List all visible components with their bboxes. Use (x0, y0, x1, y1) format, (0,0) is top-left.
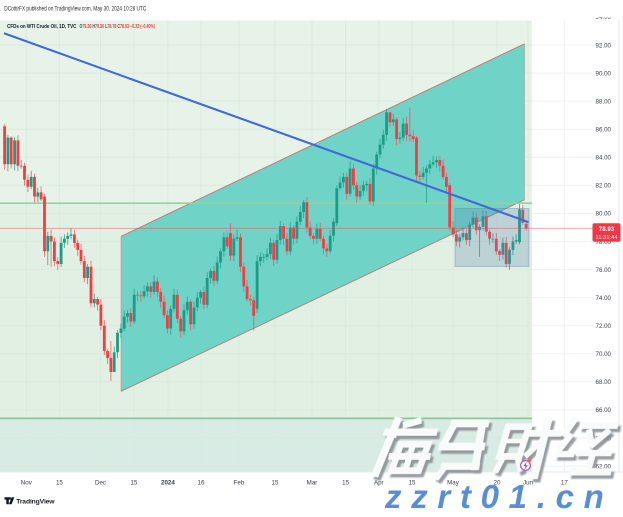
svg-text:78.00: 78.00 (596, 239, 612, 246)
svg-text:CFDs on WTI Crude Oil, 1D, TVC: CFDs on WTI Crude Oil, 1D, TVC (7, 24, 77, 30)
svg-text:15: 15 (342, 480, 349, 487)
svg-text:82.00: 82.00 (596, 183, 612, 190)
svg-text:16: 16 (198, 480, 205, 487)
svg-text:74.00: 74.00 (596, 295, 612, 302)
svg-text:15: 15 (56, 480, 63, 487)
svg-text:70.00: 70.00 (596, 351, 612, 358)
svg-text:66.00: 66.00 (596, 407, 612, 414)
svg-text:Jun: Jun (523, 480, 534, 487)
svg-text:86.00: 86.00 (596, 127, 612, 134)
svg-text:11:31:44: 11:31:44 (595, 235, 618, 241)
svg-text:DCottirFX published on Trading: DCottirFX published on TradingView.com, … (4, 6, 146, 13)
svg-text:O79.26 H79.36 L78.78 C78.93 −0: O79.26 H79.36 L78.78 C78.93 −0.32 (−0.40… (80, 24, 156, 30)
svg-text:88.00: 88.00 (596, 98, 612, 105)
svg-text:2024: 2024 (161, 480, 175, 487)
svg-text:Nov: Nov (21, 480, 33, 487)
svg-text:Mar: Mar (307, 480, 318, 487)
svg-text:80.00: 80.00 (596, 211, 612, 218)
svg-text:20: 20 (494, 480, 501, 487)
svg-text:15: 15 (272, 480, 279, 487)
svg-text:76.00: 76.00 (596, 267, 612, 274)
svg-text:90.00: 90.00 (596, 70, 612, 77)
svg-text:17: 17 (561, 480, 568, 487)
svg-text:Feb: Feb (234, 480, 245, 487)
svg-text:78.93: 78.93 (599, 226, 615, 233)
svg-text:May: May (447, 480, 460, 487)
svg-text:TradingView: TradingView (16, 498, 55, 505)
svg-text:zzrt01.cn: zzrt01.cn (384, 478, 614, 512)
svg-text:62.00: 62.00 (596, 463, 612, 470)
svg-text:72.00: 72.00 (596, 323, 612, 330)
svg-text:15: 15 (409, 480, 416, 487)
svg-text:15: 15 (130, 480, 137, 487)
svg-text:68.00: 68.00 (596, 379, 612, 386)
svg-text:84.00: 84.00 (596, 155, 612, 162)
svg-text:Dec: Dec (95, 480, 106, 487)
svg-text:92.00: 92.00 (596, 42, 612, 49)
svg-text:94.00: 94.00 (596, 14, 612, 21)
svg-text:Apr: Apr (374, 480, 384, 487)
